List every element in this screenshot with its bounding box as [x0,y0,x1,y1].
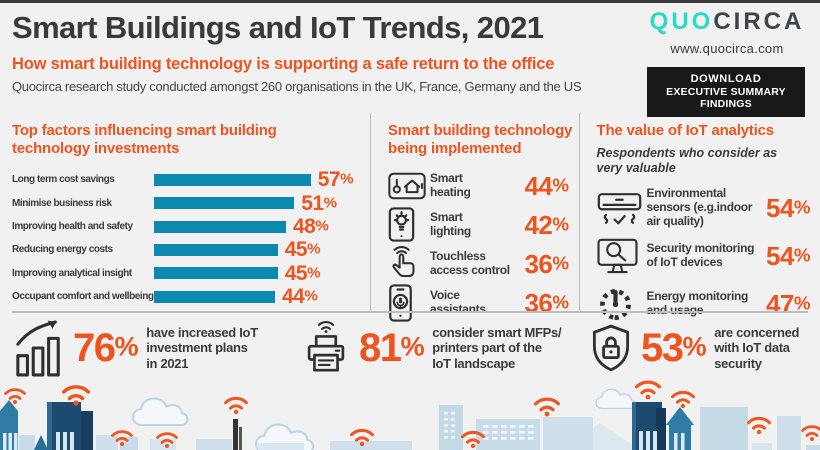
stat-label: are concerned with IoT data security [714,325,800,371]
section-heading-iot-analytics: The value of IoT analytics [596,122,775,139]
bar-row: Improving analytical insight 45% [12,262,370,285]
bar-value: 51% [301,191,337,215]
list-item-label: Smart heating [430,170,471,199]
growth-chart-icon [14,318,64,378]
smart-printer-icon [302,319,350,377]
list-item: Touchless access control 36% [388,244,579,283]
bottom-stats: 76% have increased IoT investment plans … [14,318,808,378]
horizontal-divider [12,311,808,313]
list-item: Environmental sensors (e.g.indoor air qu… [597,185,820,232]
download-button[interactable]: DOWNLOAD EXECUTIVE SUMMARY FINDINGS [647,67,805,117]
bar-row: Occupant comfort and wellbeing 44% [12,285,370,308]
list-item-value: 47% [765,289,811,320]
stat-value: 53% [641,326,707,370]
stat-iot-security: 53% are concerned with IoT data security [590,318,808,378]
factors-bar-chart: Long term cost savings 57% Minimise busi… [12,168,370,308]
logo-part-circa: CIRCA [713,8,805,35]
content-columns: Top factors influencing smart building t… [0,113,820,322]
bar-value: 48% [293,215,329,239]
bar-value: 57% [317,168,354,192]
list-item: Energy monitoring and usage 47% [597,281,820,328]
bar-label: Improving health and safety [12,221,133,233]
section-subheading: Respondents who consider as very valuabl… [596,145,778,175]
bar-label: Reducing energy costs [12,244,113,256]
bar-row: Minimise business risk 51% [12,191,370,214]
analytics-items: Environmental sensors (e.g.indoor air qu… [596,185,820,328]
bar-row: Improving health and safety 48% [12,215,370,238]
logo-part-quo: QUO [649,8,714,35]
list-item-label: Energy monitoring and usage [646,289,749,317]
stat-value: 81% [359,326,425,370]
list-item-value: 36% [524,248,569,279]
bar-label: Occupant comfort and wellbeing [12,291,154,303]
brand-block: QUOCIRCA www.quocirca.com DOWNLOAD EXECU… [647,8,807,117]
list-item: Voice assistants 36% [388,283,579,322]
section-heading-tech-implemented: Smart building technology being implemen… [388,122,573,157]
list-item-value: 54% [765,241,811,272]
bar-value: 44% [282,285,318,309]
list-item: Smart heating 44% [388,166,579,205]
section-heading-top-factors: Top factors influencing smart building t… [12,122,277,157]
bar [154,197,295,210]
stat-label: consider smart MFPs/ printers part of th… [432,325,562,371]
list-item: Security monitoring of IoT devices 54% [596,233,820,280]
list-item-value: 54% [765,193,811,224]
bar-row: Reducing energy costs 45% [12,238,370,261]
bar-row: Long term cost savings 57% [12,168,370,191]
stat-smart-mfps: 81% consider smart MFPs/ printers part o… [302,318,590,378]
shield-lock-icon [590,323,632,373]
bar-label: Minimise business risk [12,197,112,209]
study-description: Quocirca research study conducted amongs… [12,79,582,94]
bar-value: 45% [284,261,321,285]
smart-heating-icon [388,172,430,200]
list-item-value: 44% [524,170,569,201]
quocirca-logo: QUOCIRCA [647,8,807,36]
section-tech-implemented: Smart building technology being implemen… [371,113,580,322]
bar [154,173,311,186]
website-link[interactable]: www.quocirca.com [670,41,784,56]
top-accent-strip [0,0,820,3]
download-button-line1: DOWNLOAD [690,73,762,85]
security-monitor-icon [596,238,647,275]
page-title: Smart Buildings and IoT Trends, 2021 [12,10,544,45]
stat-value: 76% [73,326,139,370]
voice-assistant-icon [388,283,430,322]
list-item: Smart lighting 42% [388,205,579,244]
header: Smart Buildings and IoT Trends, 2021 How… [12,10,582,94]
stat-iot-investment: 76% have increased IoT investment plans … [14,318,302,378]
section-top-factors: Top factors influencing smart building t… [0,113,371,311]
download-button-line2: EXECUTIVE SUMMARY FINDINGS [666,86,786,110]
bar [154,243,278,256]
list-item-label: Security monitoring of IoT devices [646,241,755,270]
bar [154,220,286,233]
air-conditioner-icon [597,191,647,226]
page-subtitle: How smart building technology is support… [12,55,555,73]
bar-label: Improving analytical insight [12,267,132,279]
section-iot-analytics: The value of IoT analytics Respondents w… [580,113,820,320]
tech-items: Smart heating 44% Smart [388,166,579,322]
smart-city-skyline-illustration [0,380,820,450]
smart-lighting-icon [388,207,430,242]
energy-gauge-icon [597,286,647,323]
touchless-access-icon [388,245,430,282]
stat-label: have increased IoT investment plans in 2… [146,325,258,371]
bar-label: Long term cost savings [12,174,115,186]
list-item-label: Smart lighting [430,209,471,238]
bar [154,290,275,303]
list-item-value: 42% [524,209,569,240]
list-item-label: Environmental sensors (e.g.indoor air qu… [646,186,753,228]
bar [154,267,278,280]
bar-value: 45% [284,238,321,262]
list-item-label: Touchless access control [430,248,510,277]
